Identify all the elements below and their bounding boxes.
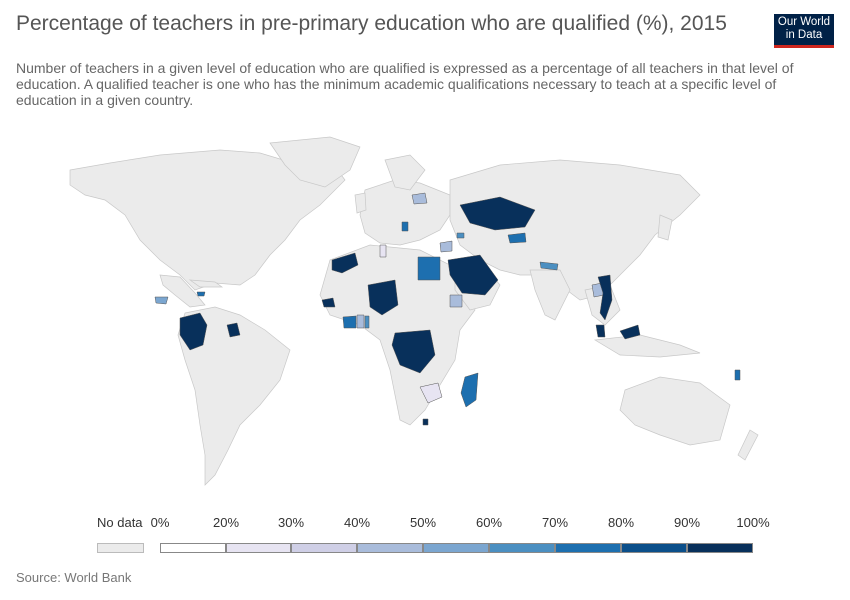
legend-no-data-swatch[interactable] [97, 543, 144, 553]
ghana [356, 314, 365, 329]
legend-tick-label: 40% [343, 515, 371, 530]
australia [619, 376, 731, 446]
mali [367, 279, 399, 316]
greenland [269, 136, 361, 188]
iran-region [539, 261, 559, 271]
guyana [226, 322, 241, 338]
honduras [154, 296, 169, 305]
legend-bin-swatch[interactable] [160, 543, 226, 553]
legend-bin-swatch[interactable] [489, 543, 555, 553]
madagascar [460, 372, 479, 408]
logo-line-1: Our World [777, 16, 831, 28]
europe-landmass [359, 179, 451, 246]
world-map[interactable] [0, 125, 850, 505]
legend-bin-swatch[interactable] [621, 543, 687, 553]
legend-tick-label: 30% [277, 515, 305, 530]
armenia [456, 232, 465, 239]
morocco [331, 252, 359, 274]
legend-no-data-label: No data [97, 515, 143, 530]
legend-bin-swatch[interactable] [555, 543, 621, 553]
dr-congo [391, 329, 436, 374]
uzbekistan-kyrgyzstan [507, 232, 527, 244]
legend-tick-label: 70% [541, 515, 569, 530]
chart-title: Percentage of teachers in pre-primary ed… [16, 12, 727, 35]
legend-bin-swatch[interactable] [357, 543, 423, 553]
uk [354, 192, 367, 214]
serbia [401, 221, 409, 232]
libya-border [379, 244, 387, 258]
dominican-republic [196, 291, 206, 297]
saudi-arabia [447, 254, 499, 296]
legend-bin-swatch[interactable] [687, 543, 753, 553]
eswatini [422, 418, 429, 426]
chart-subtitle: Number of teachers in a given level of e… [16, 60, 794, 108]
cote-divoire [342, 315, 357, 329]
chart-source: Source: World Bank [16, 570, 132, 585]
legend-tick-label: 90% [673, 515, 701, 530]
legend-tick-label: 80% [607, 515, 635, 530]
legend-tick-label: 60% [475, 515, 503, 530]
legend-tick-label: 20% [212, 515, 240, 530]
south-america [177, 306, 291, 486]
legend-bin-swatch[interactable] [291, 543, 357, 553]
cuba [188, 279, 224, 288]
logo-underline [774, 45, 834, 48]
legend-bin-swatch[interactable] [423, 543, 489, 553]
central-america [159, 274, 206, 308]
indonesia [593, 334, 701, 358]
legend-tick-label: 100% [736, 515, 770, 530]
owid-logo[interactable]: Our World in Data [774, 14, 834, 48]
color-legend: No data 0% 20% 30% 40% 50% 60% 70% 80% 90% 100% [0, 505, 850, 565]
kazakhstan [459, 196, 536, 231]
malaysia [595, 324, 606, 338]
india [529, 269, 571, 321]
senegal [321, 297, 336, 308]
scandinavia [384, 154, 426, 191]
legend-bin-swatch[interactable] [226, 543, 291, 553]
belarus [411, 192, 428, 205]
vietnam [597, 274, 613, 321]
colombia [179, 312, 208, 351]
japan [657, 214, 673, 241]
logo-line-2: in Data [785, 29, 823, 41]
brunei-sabah [619, 324, 641, 340]
lebanon-syria [439, 240, 453, 253]
north-america-landmass [69, 149, 346, 291]
vanuatu [734, 369, 741, 381]
ethiopia [449, 294, 463, 308]
egypt [417, 256, 441, 281]
legend-tick-label: 50% [409, 515, 437, 530]
new-zealand [737, 429, 759, 461]
togo [364, 315, 370, 329]
zambia-malawi [419, 382, 443, 404]
legend-tick-label: 0% [150, 515, 170, 530]
